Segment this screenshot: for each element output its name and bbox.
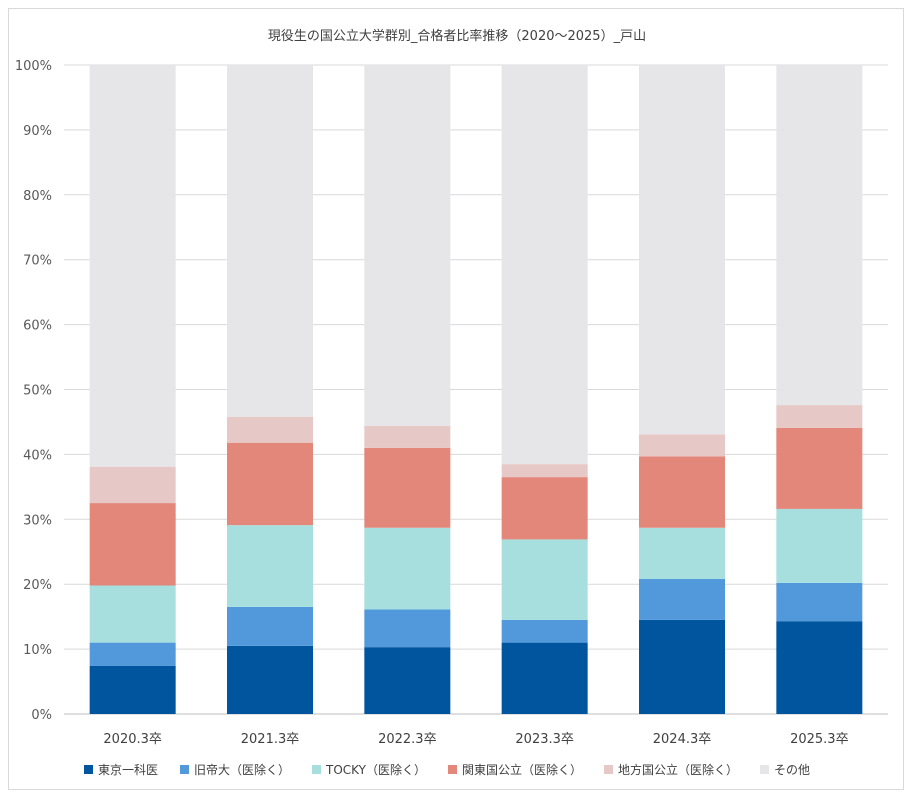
- legend-item: TOCKY（医除く）: [312, 761, 426, 778]
- y-tick-label: 60%: [23, 319, 52, 334]
- bar-segment: [364, 65, 451, 426]
- legend: 東京一科医 旧帝大（医除く） TOCKY（医除く） 関東国公立（医除く） 地方国公立（医…: [84, 760, 810, 778]
- legend-label: その他: [774, 762, 811, 777]
- bar-segment: [227, 606, 313, 646]
- y-tick-label: 0%: [31, 708, 52, 723]
- bar-segment: [776, 582, 863, 622]
- legend-item: 地方国公立（医除く）: [603, 761, 738, 778]
- y-tick-label: 40%: [23, 448, 52, 463]
- bar-segment: [501, 65, 588, 465]
- x-tick-label: 2025.3卒: [790, 732, 849, 747]
- bar-segment: [776, 427, 863, 509]
- bar-segment: [89, 665, 176, 714]
- legend-label: TOCKY（医除く）: [326, 762, 426, 777]
- legend-swatch: [447, 764, 457, 774]
- legend-label: 関東国公立（医除く）: [461, 762, 582, 777]
- bar-segment: [364, 425, 451, 448]
- axes: 0% 10% 20% 30% 40% 50% 60% 70% 80% 90% 100% 2020.3卒…: [15, 59, 849, 747]
- bar-segment: [227, 442, 313, 526]
- bar-segment: [776, 621, 863, 714]
- legend-item: 関東国公立（医除く）: [447, 761, 582, 778]
- legend-item: その他: [760, 761, 810, 778]
- legend-swatch: [84, 764, 93, 774]
- gridlines: [64, 64, 888, 715]
- x-tick-label: 2023.3卒: [515, 732, 574, 747]
- legend-item: 東京一科医: [84, 761, 158, 778]
- bar-segment: [639, 619, 725, 714]
- bar-segment: [501, 477, 588, 540]
- bar-segment: [227, 416, 313, 443]
- x-tick-label: 2024.3卒: [653, 732, 712, 747]
- bar-segment: [776, 65, 863, 406]
- bar-segment: [89, 585, 176, 643]
- bar-segment: [364, 527, 451, 610]
- legend-item: 旧帝大（医除く）: [180, 761, 290, 778]
- y-tick-label: 80%: [23, 189, 52, 204]
- bar-segment: [639, 65, 725, 435]
- bars: [89, 65, 863, 714]
- y-tick-label: 50%: [23, 384, 52, 399]
- y-tick-label: 100%: [15, 59, 52, 74]
- chart-title: 現役生の国公立大学群別_合格者比率推移（2020～2025）_戸山: [268, 28, 646, 44]
- bar-segment: [639, 456, 725, 528]
- legend-swatch: [760, 764, 769, 774]
- bar-segment: [364, 447, 451, 528]
- bar-segment: [776, 405, 863, 428]
- bar-segment: [364, 647, 451, 714]
- bar-segment: [639, 579, 725, 620]
- bar-segment: [639, 434, 725, 457]
- bar-segment: [227, 525, 313, 607]
- legend-label: 東京一科医: [98, 762, 159, 777]
- bar-segment: [89, 466, 176, 504]
- bar-segment: [364, 609, 451, 648]
- y-tick-label: 90%: [23, 124, 52, 139]
- y-tick-label: 30%: [23, 513, 52, 528]
- legend-label: 旧帝大（医除く）: [194, 762, 291, 777]
- x-tick-label: 2021.3卒: [241, 732, 300, 747]
- bar-segment: [89, 642, 176, 666]
- bar-segment: [639, 527, 725, 580]
- y-tick-label: 70%: [23, 254, 52, 269]
- legend-swatch: [603, 764, 613, 774]
- bar-segment: [776, 508, 863, 583]
- legend-swatch: [180, 764, 190, 774]
- bar-segment: [501, 619, 588, 643]
- bar-segment: [501, 539, 588, 620]
- bar-segment: [89, 503, 176, 586]
- x-tick-label: 2020.3卒: [103, 732, 162, 747]
- bar-segment: [227, 65, 313, 417]
- legend-label: 地方国公立（医除く）: [617, 762, 738, 777]
- bar-segment: [501, 464, 588, 478]
- y-tick-label: 10%: [23, 643, 52, 658]
- legend-swatch: [312, 764, 322, 774]
- y-tick-label: 20%: [23, 578, 52, 593]
- x-tick-label: 2022.3卒: [378, 732, 437, 747]
- bar-segment: [89, 65, 176, 467]
- bar-segment: [501, 642, 588, 714]
- bar-segment: [227, 645, 313, 714]
